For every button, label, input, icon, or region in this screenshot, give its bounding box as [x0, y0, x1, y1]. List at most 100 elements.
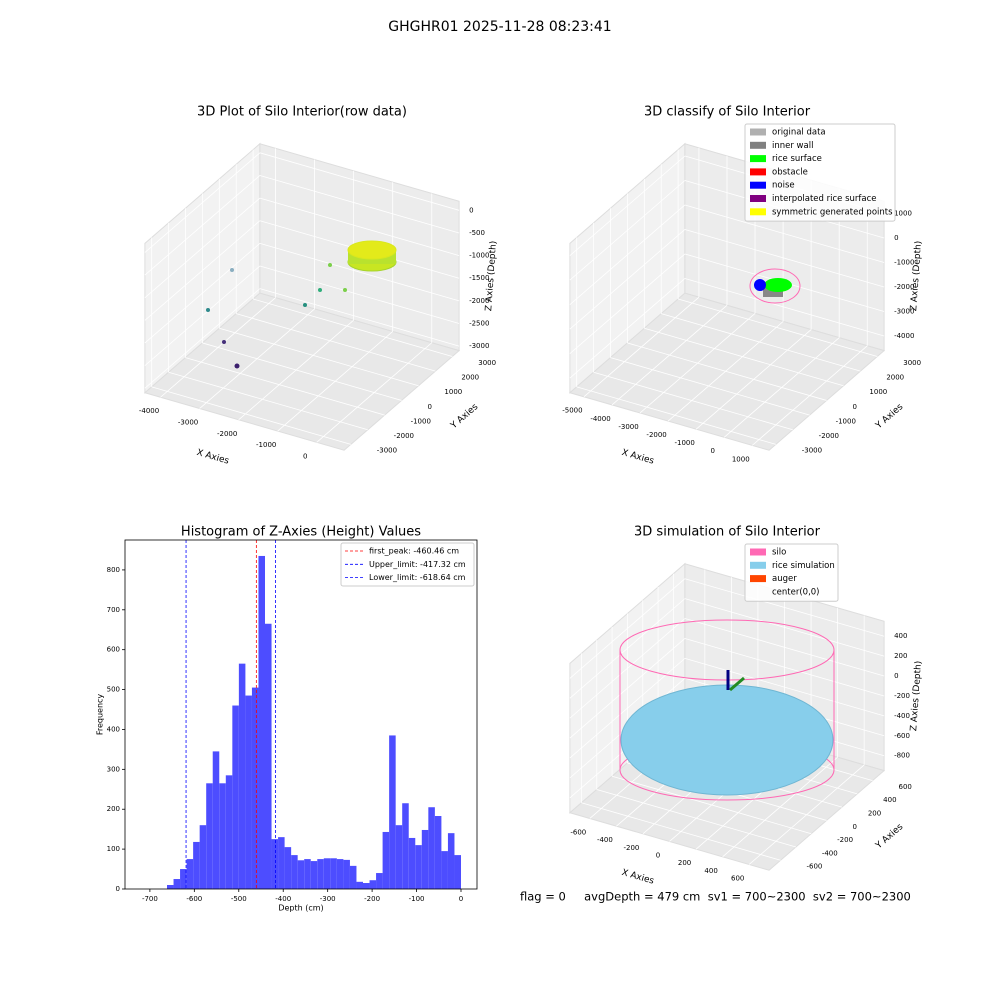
legend-swatch	[750, 181, 766, 189]
bar	[167, 885, 174, 889]
y-tick-label: 300	[107, 765, 120, 773]
legend-label: first_peak: -460.46 cm	[369, 547, 459, 556]
legend-label: original data	[772, 128, 826, 138]
grid-line	[569, 229, 686, 330]
z-tick-label: -1000	[469, 252, 489, 260]
x-tick-label: -1000	[256, 441, 276, 449]
grid-line	[684, 598, 885, 657]
grid-line	[684, 657, 885, 717]
legend-label: obstacle	[772, 167, 808, 177]
z-tick-label: 0	[894, 672, 898, 680]
grid-line	[611, 775, 812, 835]
bar	[291, 855, 298, 889]
grid-line	[596, 789, 797, 848]
grid-line	[168, 371, 368, 431]
bar	[297, 860, 305, 889]
classify-cloud	[749, 268, 801, 304]
x-tick-label: -2000	[646, 431, 666, 439]
bar	[421, 829, 429, 889]
ring	[347, 240, 397, 260]
grid-line	[219, 327, 419, 387]
auger	[729, 676, 745, 692]
grid-line	[569, 253, 686, 354]
bar	[356, 881, 363, 889]
x-tick-label: -3000	[618, 423, 638, 431]
y-tick-label: -1000	[836, 417, 856, 425]
grid-line	[569, 638, 686, 739]
bar	[232, 705, 239, 889]
y-tick-label: -2000	[819, 432, 839, 440]
y-tick-label: 1000	[869, 388, 887, 396]
chart-title: 3D classify of Silo Interior	[644, 105, 811, 120]
y-tick-label: -200	[837, 836, 853, 844]
suptitle: GHGHR01 2025-11-28 08:23:41	[388, 19, 611, 35]
bar	[402, 803, 409, 889]
y-tick-label: 0	[427, 403, 431, 411]
y-tick-label: 200	[868, 809, 881, 817]
legend-label: center(0,0)	[772, 587, 820, 597]
dot	[230, 268, 234, 272]
bar	[245, 695, 252, 889]
x-tick-label: -400	[275, 895, 291, 903]
bar	[428, 807, 435, 889]
x-tick-label: -4000	[139, 407, 159, 415]
y-tick-label: -400	[822, 849, 838, 857]
legend-label: rice simulation	[772, 561, 835, 571]
x-tick-label: -600	[186, 895, 202, 903]
dot	[328, 263, 332, 267]
legend-swatch	[750, 561, 766, 569]
x-tick-label: -600	[570, 828, 586, 836]
bar	[415, 845, 422, 889]
x-tick-label: -300	[320, 895, 336, 903]
rice-surface	[620, 684, 834, 796]
y-tick-label: 2000	[886, 373, 904, 381]
bar	[434, 816, 442, 889]
grid-line	[144, 197, 261, 298]
x-tick-label: 0	[303, 452, 307, 460]
grid-line	[202, 342, 402, 401]
x-tick-label: -4000	[590, 415, 610, 423]
bar	[363, 883, 370, 889]
dot	[206, 308, 210, 312]
y-axis-label: Frequency	[96, 694, 105, 736]
legend-label: inner wall	[772, 141, 813, 151]
y-tick-label: 0	[116, 885, 120, 893]
dot	[222, 340, 226, 344]
z-axis-label: Z Axies (Depth)	[909, 660, 924, 731]
bar	[343, 859, 350, 889]
y-tick-label: 2000	[461, 373, 479, 381]
decorations	[206, 240, 835, 801]
footer: flag = 0 avgDepth = 479 cm sv1 = 700~230…	[520, 890, 911, 904]
bar	[408, 837, 416, 889]
grid-line	[144, 175, 261, 276]
y-tick-label: 600	[898, 783, 911, 791]
y-tick-label: 400	[107, 725, 120, 733]
grid-line	[644, 327, 844, 387]
y-tick-label: -1000	[411, 417, 431, 425]
bar	[382, 831, 390, 889]
y-tick-label: 600	[107, 646, 120, 654]
y-tick-label: 0	[852, 823, 856, 831]
x-axis-label: X Axies	[195, 448, 230, 467]
z-axis-label: Z Axies (Depth)	[484, 240, 499, 311]
surface	[764, 278, 792, 292]
z-tick-label: -1500	[469, 274, 489, 282]
z-tick-label: 0	[469, 206, 473, 214]
grid-line	[569, 578, 686, 679]
x-tick-label: 0	[710, 447, 714, 455]
z-tick-label: -800	[894, 752, 910, 760]
raw-cloud	[206, 240, 397, 369]
legend-swatch	[750, 128, 766, 136]
grid-line	[581, 802, 781, 861]
y-tick-label: -2000	[394, 432, 414, 440]
x-tick-label: -400	[597, 836, 613, 844]
y-axis-label: Y Axies	[873, 402, 905, 432]
x-tick-label: 0	[459, 895, 463, 903]
grid-line	[684, 204, 885, 263]
dot	[303, 303, 307, 307]
bar	[304, 859, 311, 889]
grid-line	[144, 220, 261, 321]
grid-line	[259, 265, 460, 324]
bar	[389, 735, 396, 889]
grid-line	[627, 342, 827, 401]
